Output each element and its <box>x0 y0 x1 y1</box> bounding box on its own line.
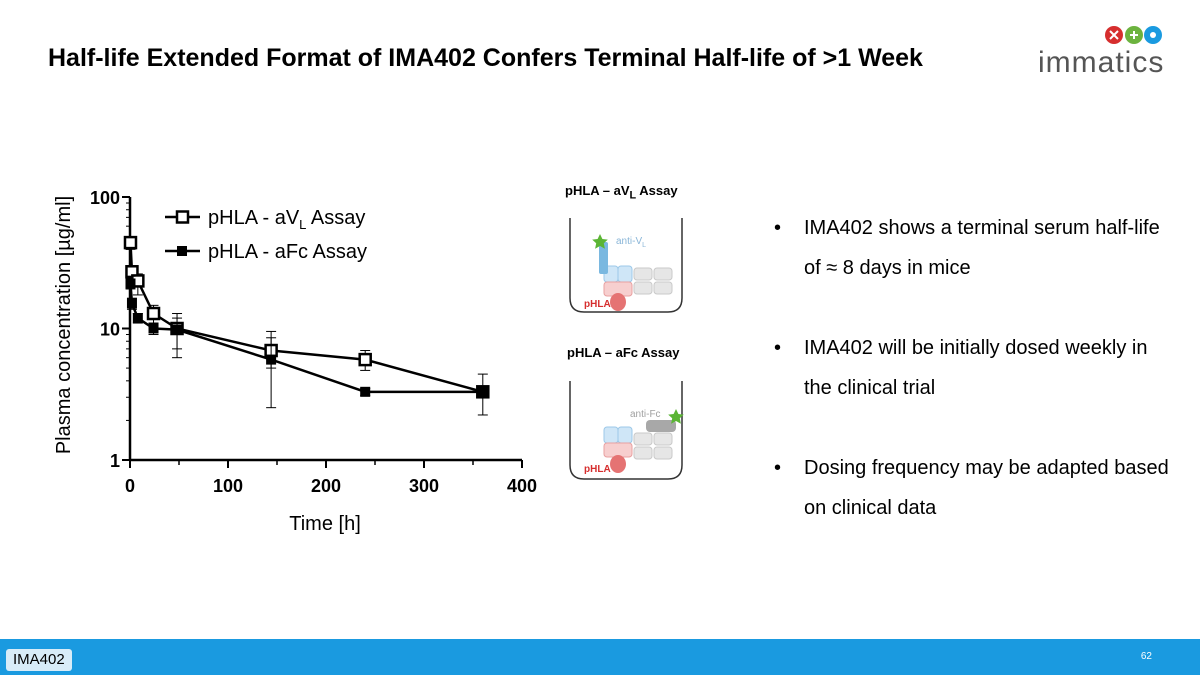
series-line-1 <box>129 242 484 394</box>
assay-diagram-2: anti-Fc pHLA <box>569 381 684 480</box>
data-point <box>146 306 161 321</box>
footer-product-tag: IMA402 <box>6 649 72 671</box>
phla-label: pHLA <box>584 464 611 475</box>
immatics-logo: immatics <box>1030 22 1170 82</box>
series-line-2 <box>129 283 483 394</box>
pk-chart: 1 10 100 0 100 200 300 400 pHLA - aVL Assay pHLA … <box>53 188 537 535</box>
bullet-list: IMA402 shows a terminal serum half-life … <box>770 208 1170 568</box>
phla-peptide <box>610 293 626 311</box>
slide-title: Half-life Extended Format of IMA402 Conf… <box>48 44 923 72</box>
phla-label: pHLA <box>584 299 611 310</box>
x-tick-label: 0 <box>125 476 135 496</box>
assay-title-2: pHLA – aFc Assay <box>567 345 680 360</box>
detection-star-icon <box>592 234 608 249</box>
y-tick-label: 100 <box>90 188 120 208</box>
footer-bar: IMA402 62 <box>0 639 1200 675</box>
data-point <box>172 324 183 335</box>
y-tick-label: 1 <box>110 451 120 471</box>
data-point <box>477 386 488 397</box>
data-point <box>358 352 372 367</box>
well-outline <box>569 218 683 313</box>
anti-fc-label: anti-Fc <box>630 409 661 420</box>
x-tick-label: 400 <box>507 476 537 496</box>
legend-marker <box>175 210 190 224</box>
x-axis-label: Time [h] <box>289 513 361 535</box>
x-tick-label: 200 <box>311 476 341 496</box>
data-point <box>132 313 143 324</box>
data-point <box>148 323 159 334</box>
anti-vl-label: anti-VL <box>616 236 646 249</box>
anti-fc-antibody <box>646 420 676 432</box>
immatics-logo-icon <box>1105 26 1162 44</box>
data-point <box>126 298 137 309</box>
y-axis-label: Plasma concentration [µg/ml] <box>53 196 75 454</box>
legend-label-2: pHLA - aFc Assay <box>208 241 367 263</box>
bullet-item: IMA402 will be initially dosed weekly in… <box>770 328 1170 408</box>
assay-title-1: pHLA – aVL Assay <box>565 183 678 202</box>
logo-wordmark: immatics <box>1038 46 1165 79</box>
assay-diagram-1: anti-VL pHLA <box>569 218 683 313</box>
page-number: 62 <box>1140 651 1152 662</box>
x-tick-label: 300 <box>409 476 439 496</box>
y-tick-label: 10 <box>100 320 120 340</box>
x-tick-label: 100 <box>213 476 243 496</box>
well-outline <box>569 381 683 480</box>
data-point <box>360 386 371 397</box>
data-point <box>266 354 277 365</box>
phla-peptide <box>610 455 626 473</box>
bullet-item: IMA402 shows a terminal serum half-life … <box>770 208 1170 288</box>
legend-label-1: pHLA - aVL Assay <box>208 207 365 232</box>
legend-marker <box>177 246 187 256</box>
data-point <box>125 278 136 289</box>
anti-vl-antibody <box>599 242 608 274</box>
data-point <box>123 235 138 250</box>
detection-star-icon <box>668 409 684 424</box>
bullet-item: Dosing frequency may be adapted based on… <box>770 448 1170 528</box>
